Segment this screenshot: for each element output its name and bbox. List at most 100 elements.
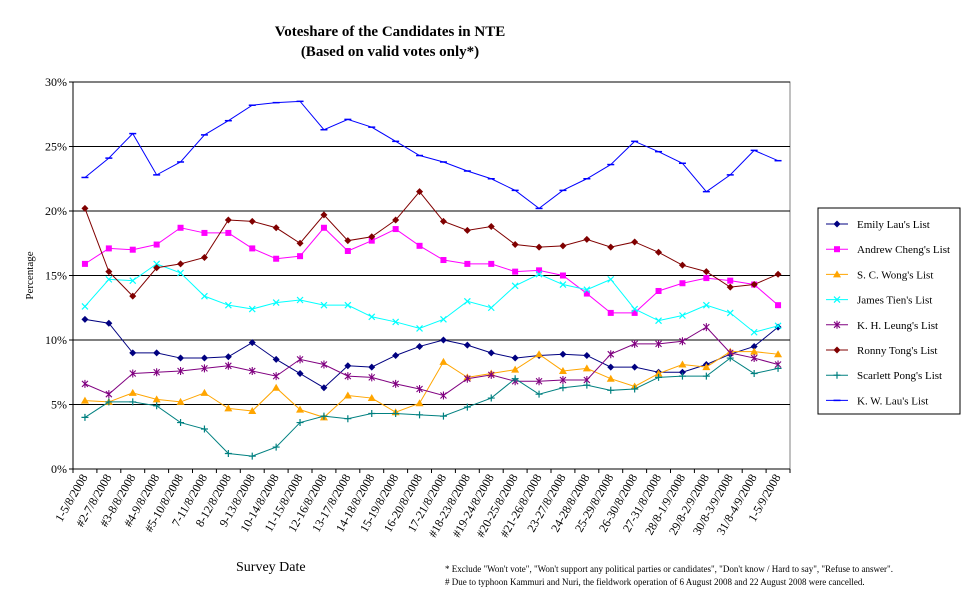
data-point [153, 368, 161, 377]
data-point [631, 385, 639, 393]
data-point [344, 247, 351, 254]
series-line [84, 318, 779, 389]
series-line [84, 263, 779, 333]
data-point [416, 342, 424, 350]
data-point [177, 260, 185, 268]
data-point [774, 323, 782, 331]
footnotes: * Exclude "Won't vote", "Won't support a… [445, 563, 893, 589]
data-point [129, 246, 136, 253]
data-point [583, 351, 591, 359]
data-point [105, 245, 112, 252]
data-point [678, 261, 686, 269]
data-point [320, 211, 328, 219]
legend-swatch-marker [834, 246, 840, 253]
data-point [80, 396, 89, 404]
data-point [655, 373, 663, 381]
data-point [511, 354, 519, 362]
data-point [463, 374, 471, 383]
data-point [201, 364, 208, 373]
data-point [775, 302, 782, 309]
data-point [416, 324, 423, 332]
data-point [201, 292, 208, 300]
data-point [392, 318, 400, 326]
data-point [631, 363, 639, 371]
data-point [727, 277, 734, 284]
data-point [320, 224, 327, 231]
y-tick-label: 30% [45, 75, 67, 89]
data-point [631, 309, 638, 316]
data-point [272, 224, 280, 232]
y-tick-label: 20% [45, 204, 67, 218]
data-point [702, 268, 710, 276]
data-point [177, 224, 184, 231]
legend-item: James Tien's List [826, 295, 932, 307]
data-point [153, 241, 160, 248]
data-point [272, 383, 281, 391]
data-point [702, 323, 710, 332]
data-point [726, 283, 734, 291]
data-point [177, 419, 185, 427]
data-point [511, 282, 519, 290]
data-point [535, 243, 543, 251]
data-point [535, 377, 543, 386]
data-point [487, 394, 495, 402]
series-scarlett-pong-s-list [81, 354, 782, 460]
data-point [368, 313, 376, 321]
series-line [84, 190, 779, 297]
legend-item: K. H. Leung's List [826, 320, 938, 332]
data-point [344, 362, 352, 370]
legend-item: Scarlett Pong's List [826, 370, 942, 382]
data-point [273, 255, 280, 262]
data-point [200, 354, 208, 362]
data-point [105, 390, 113, 399]
data-point [344, 301, 352, 309]
legend-item: Ronny Tong's List [826, 345, 937, 357]
data-point [535, 270, 543, 278]
series-ronny-tong-s-list [81, 188, 782, 300]
data-point [463, 297, 471, 305]
data-point [702, 372, 710, 380]
chart-title: Voteshare of the Candidates in NTE [274, 24, 506, 40]
data-point [153, 349, 161, 357]
y-tick-label: 0% [51, 462, 67, 476]
data-point [392, 226, 399, 233]
data-point [582, 364, 591, 372]
data-point [129, 277, 137, 285]
data-point [607, 309, 614, 316]
data-point [224, 216, 232, 224]
data-point [224, 301, 232, 309]
data-point [487, 370, 495, 379]
data-point [511, 375, 519, 383]
data-point [463, 341, 471, 349]
data-point [439, 336, 447, 344]
data-point [655, 339, 662, 348]
data-point [679, 337, 686, 346]
data-point [511, 365, 520, 373]
data-point [702, 363, 711, 371]
series-emily-lau-s-list [81, 315, 782, 392]
x-axis-label: Survey Date [236, 560, 306, 575]
legend-item: K. W. Lau's List [826, 395, 928, 407]
series-andrew-cheng-s-list [81, 224, 782, 316]
data-point [224, 361, 232, 370]
series-s-c-wong-s-list [80, 347, 783, 421]
data-point [105, 268, 113, 276]
data-point [344, 372, 352, 381]
data-point [583, 290, 590, 297]
data-point [200, 253, 208, 261]
data-point [201, 229, 208, 236]
data-point [248, 366, 256, 375]
data-point [607, 363, 615, 371]
data-point [367, 394, 376, 402]
data-point [535, 390, 543, 398]
data-point [726, 354, 734, 362]
data-point [320, 301, 328, 309]
data-point [368, 410, 376, 418]
data-point [439, 217, 447, 225]
legend-item: Emily Lau's List [826, 219, 930, 231]
legend-label: Emily Lau's List [857, 219, 930, 231]
data-point [272, 372, 280, 381]
data-point [631, 238, 639, 246]
data-point [774, 350, 783, 358]
